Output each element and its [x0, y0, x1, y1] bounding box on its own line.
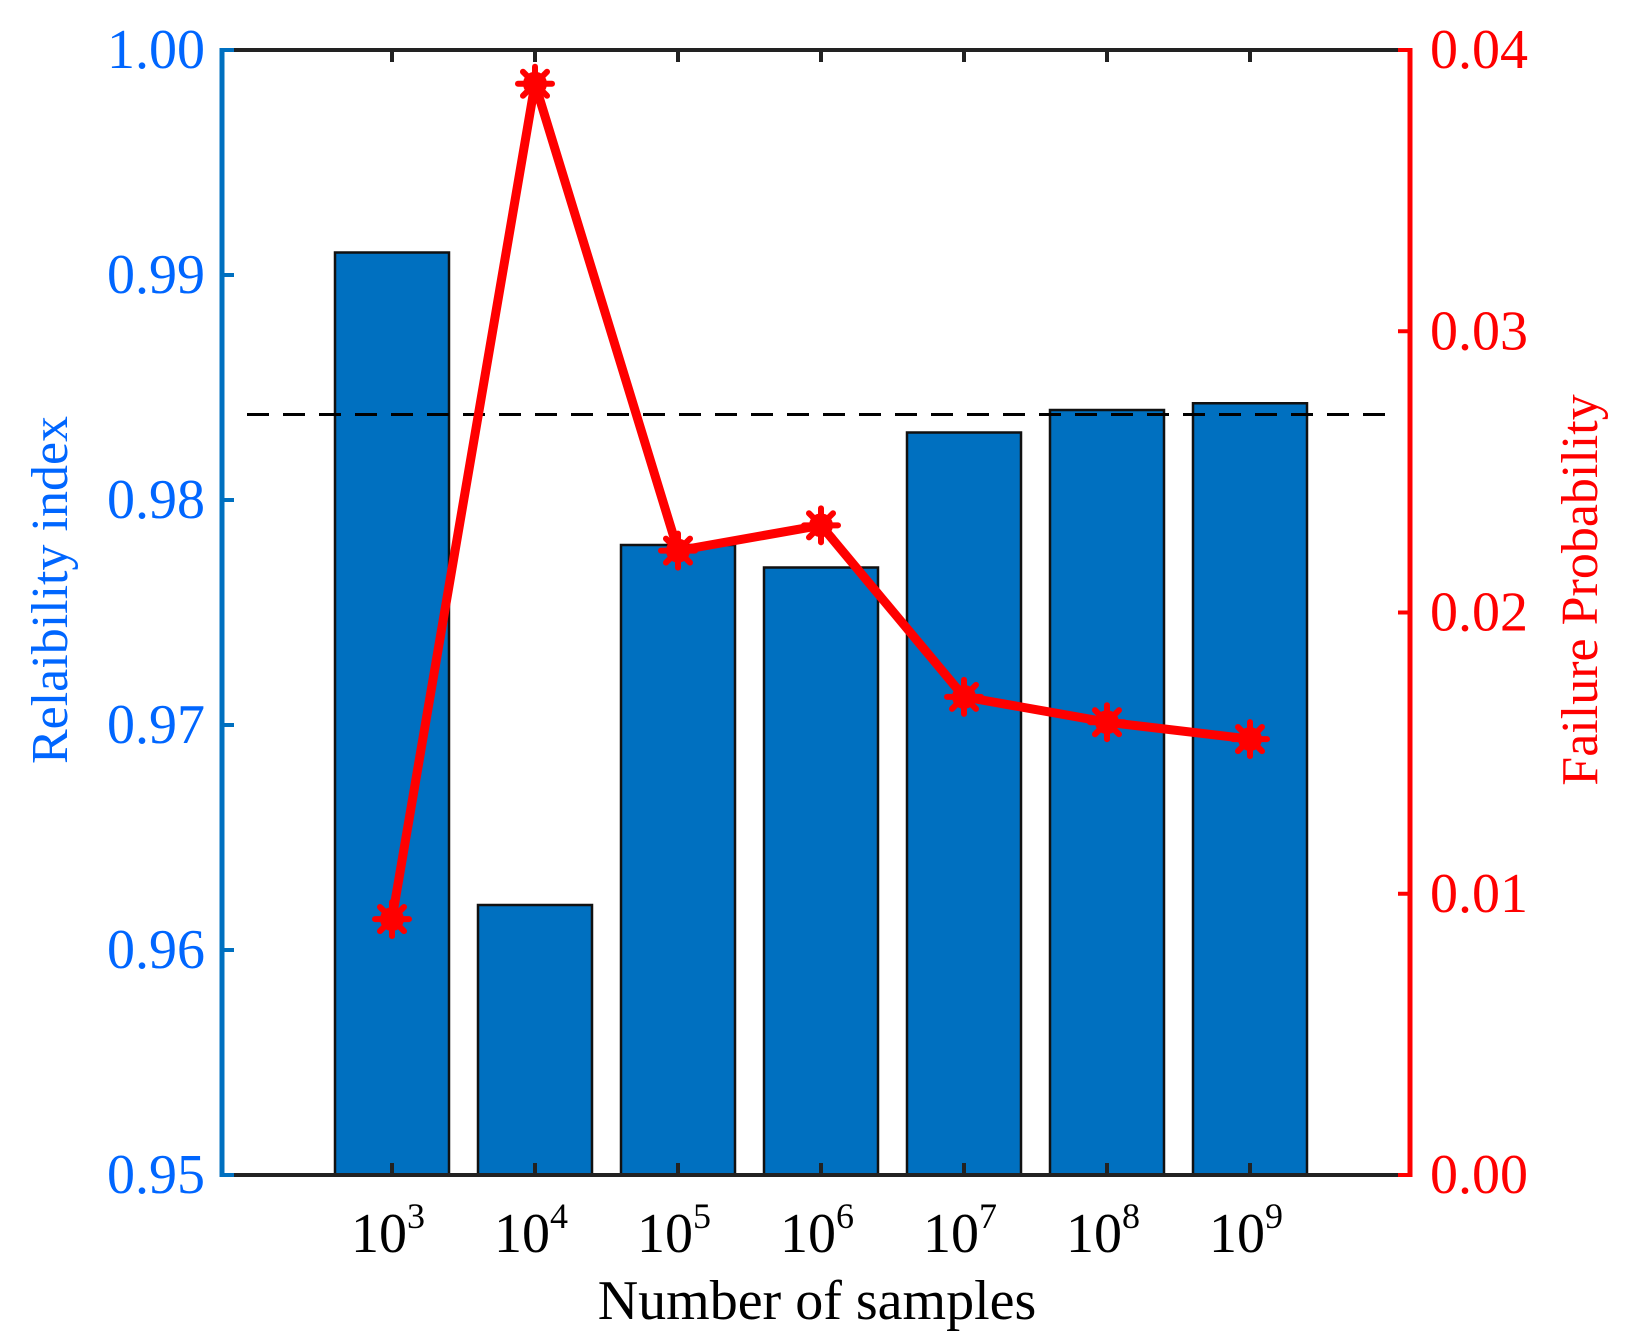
left-axis-title: Relaibility index: [22, 416, 79, 764]
failure-marker-1: [372, 899, 412, 940]
left-tick-label-6: 1.00: [107, 19, 205, 81]
bar-7: [1191, 402, 1309, 1177]
x-tick-label-5: 107: [923, 1196, 997, 1265]
right-tick-label-4: 0.03: [1430, 300, 1528, 362]
failure-line-layer: [372, 63, 1270, 940]
bar-1: [333, 251, 451, 1177]
left-tick-label-1: 0.95: [107, 1144, 205, 1206]
right-tick-label-5: 0.04: [1430, 19, 1528, 81]
bar-3: [619, 543, 737, 1177]
right-tick-label-2: 0.01: [1430, 863, 1528, 925]
left-tick-label-2: 0.96: [107, 919, 205, 981]
left-tick-label-5: 0.99: [107, 244, 205, 306]
left-tick-label-4: 0.98: [107, 469, 205, 531]
bars-layer: [333, 251, 1309, 1177]
failure-marker-4: [801, 505, 841, 546]
left-tick-label-3: 0.97: [107, 694, 205, 756]
failure-marker-7: [1230, 719, 1270, 760]
failure-marker-2: [515, 63, 555, 104]
x-tick-label-3: 105: [637, 1196, 711, 1265]
bar-2: [476, 903, 594, 1177]
right-tick-label-3: 0.02: [1430, 582, 1528, 644]
x-tick-label-7: 109: [1209, 1196, 1283, 1265]
right-tick-label-1: 0.00: [1430, 1144, 1528, 1206]
ticks-layer: 0.95 0.96 0.97 0.98 0.99 1.00 0.00 0.01 0.02 0.03…: [107, 19, 1528, 1265]
bar-4: [762, 566, 880, 1177]
labels-layer: Number of samples Relaibility index Fail…: [22, 394, 1609, 1332]
bar-5: [905, 431, 1023, 1177]
x-axis-title: Number of samples: [598, 1270, 1037, 1332]
failure-marker-6: [1087, 702, 1127, 743]
x-tick-label-1: 103: [351, 1196, 425, 1265]
x-tick-label-6: 108: [1066, 1196, 1140, 1265]
x-tick-label-2: 104: [494, 1196, 568, 1265]
failure-marker-3: [658, 530, 698, 571]
bar-6: [1048, 408, 1166, 1177]
failure-marker-5: [944, 676, 984, 717]
x-tick-label-4: 106: [780, 1196, 854, 1265]
right-axis-title: Failure Probability: [1552, 394, 1609, 785]
